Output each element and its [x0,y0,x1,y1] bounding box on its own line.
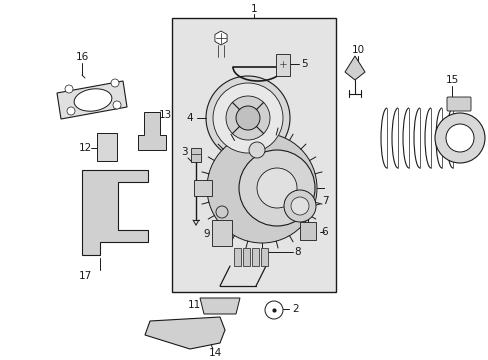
FancyBboxPatch shape [299,222,315,240]
Circle shape [213,83,283,153]
Text: 9: 9 [203,229,210,239]
Text: 17: 17 [78,271,91,281]
Circle shape [225,96,269,140]
Circle shape [290,197,308,215]
Circle shape [257,168,296,208]
FancyBboxPatch shape [194,180,212,196]
FancyBboxPatch shape [243,248,249,266]
Text: 2: 2 [292,304,299,314]
Text: 12: 12 [78,143,91,153]
Polygon shape [200,298,240,314]
Circle shape [65,85,73,93]
Circle shape [113,101,121,109]
Circle shape [239,150,314,226]
Text: 4: 4 [186,113,193,123]
Polygon shape [57,81,127,119]
Text: 13: 13 [158,110,171,120]
Circle shape [445,124,473,152]
Circle shape [248,142,264,158]
FancyBboxPatch shape [97,133,117,161]
Text: 14: 14 [208,348,221,358]
Text: 15: 15 [445,75,458,85]
Circle shape [434,113,484,163]
Circle shape [284,190,315,222]
Circle shape [67,107,75,115]
Text: 8: 8 [294,247,301,257]
Text: 5: 5 [301,59,307,69]
Circle shape [205,76,289,160]
Polygon shape [215,31,226,45]
Polygon shape [82,170,148,255]
Circle shape [236,106,260,130]
Circle shape [111,79,119,87]
FancyBboxPatch shape [261,248,267,266]
FancyBboxPatch shape [191,148,201,162]
FancyBboxPatch shape [446,97,470,111]
Text: 6: 6 [321,227,327,237]
Polygon shape [138,112,165,150]
Bar [172,18,335,292]
FancyBboxPatch shape [251,248,259,266]
Ellipse shape [74,89,112,111]
Text: 1: 1 [250,4,257,14]
Text: 3: 3 [181,147,187,157]
Text: 11: 11 [187,300,200,310]
Polygon shape [145,317,224,349]
FancyBboxPatch shape [212,220,231,246]
Text: 7: 7 [321,196,327,206]
Text: 16: 16 [75,52,88,62]
FancyBboxPatch shape [275,54,289,76]
FancyBboxPatch shape [234,248,241,266]
Polygon shape [345,56,364,80]
Text: 10: 10 [351,45,364,55]
Circle shape [206,133,316,243]
